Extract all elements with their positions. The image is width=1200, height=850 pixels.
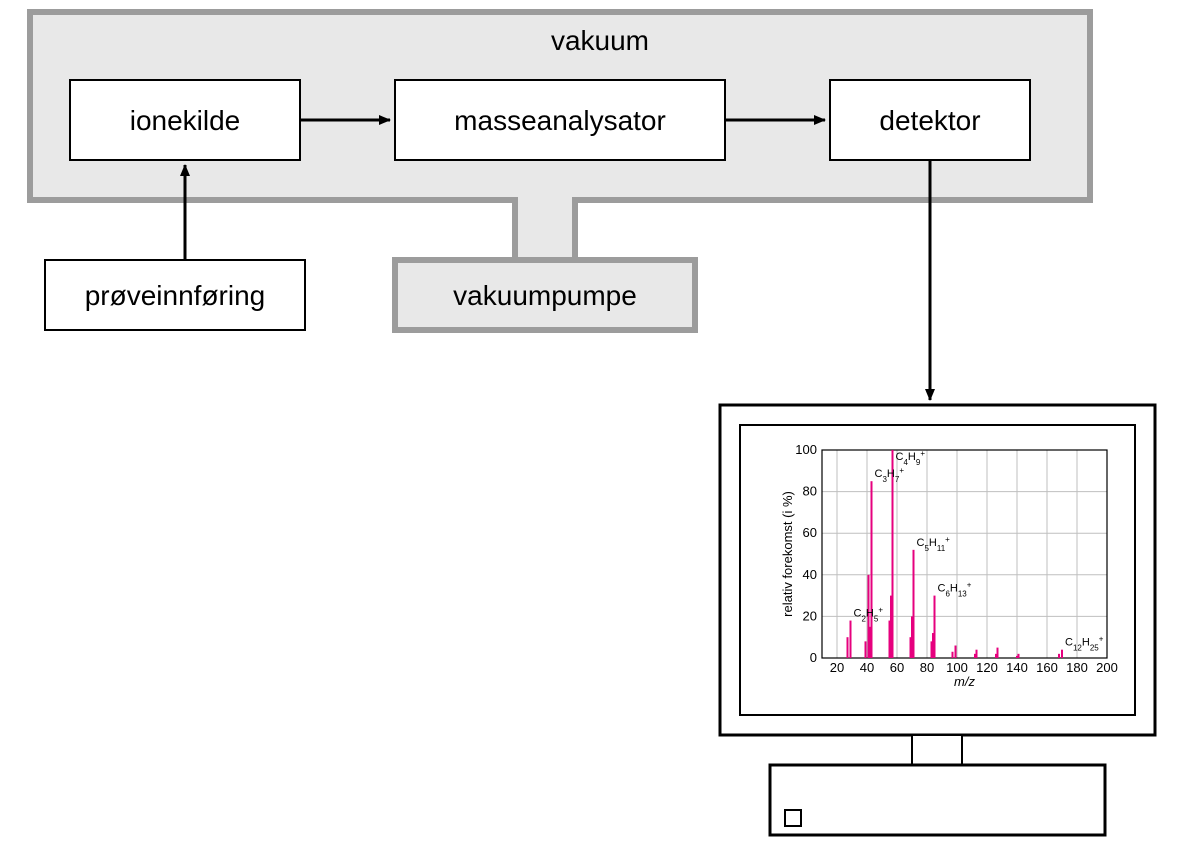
spectrum-peak [871, 481, 873, 658]
spectrum-peak [1061, 650, 1063, 658]
mass-analyzer-box: masseanalysator [395, 80, 725, 160]
y-tick-label: 20 [803, 608, 817, 623]
computer-monitor [720, 405, 1155, 835]
monitor-power-icon [785, 810, 801, 826]
x-tick-label: 20 [830, 660, 844, 675]
spectrum-peak [934, 596, 936, 658]
y-tick-label: 0 [810, 650, 817, 665]
y-tick-label: 60 [803, 525, 817, 540]
x-axis-label: m/z [954, 674, 975, 689]
y-tick-label: 100 [795, 442, 817, 457]
spectrum-peak [997, 648, 999, 658]
x-tick-label: 180 [1066, 660, 1088, 675]
y-tick-label: 80 [803, 484, 817, 499]
x-tick-label: 140 [1006, 660, 1028, 675]
mass-analyzer-label: masseanalysator [454, 105, 666, 136]
x-tick-label: 160 [1036, 660, 1058, 675]
spectrum-peak [952, 652, 954, 658]
ion-source-box: ionekilde [70, 80, 300, 160]
spectrum-peak [892, 450, 894, 658]
x-tick-label: 60 [890, 660, 904, 675]
spectrum-peak [847, 637, 849, 658]
vacuum-label: vakuum [551, 25, 649, 56]
spectrum-peak [1018, 654, 1020, 658]
vacuum-pump-box: vakuumpumpe [395, 260, 695, 330]
spectrum-peak [955, 646, 957, 658]
x-tick-label: 80 [920, 660, 934, 675]
x-tick-label: 200 [1096, 660, 1118, 675]
x-tick-label: 120 [976, 660, 998, 675]
sample-inlet-label: prøveinnføring [85, 280, 266, 311]
y-tick-label: 40 [803, 567, 817, 582]
sample-inlet-box: prøveinnføring [45, 260, 305, 330]
spectrum-peak [913, 550, 915, 658]
x-tick-label: 40 [860, 660, 874, 675]
spectrum-peak [865, 641, 867, 658]
detector-label: detektor [879, 105, 980, 136]
ion-source-label: ionekilde [130, 105, 241, 136]
spectrum-peak [850, 621, 852, 658]
spectrum-peak [976, 650, 978, 658]
vacuum-pump-label: vakuumpumpe [453, 280, 637, 311]
y-axis-label: relativ forekomst (i %) [780, 491, 795, 617]
x-tick-label: 100 [946, 660, 968, 675]
spectrum-peak [1058, 654, 1060, 658]
detector-box: detektor [830, 80, 1030, 160]
